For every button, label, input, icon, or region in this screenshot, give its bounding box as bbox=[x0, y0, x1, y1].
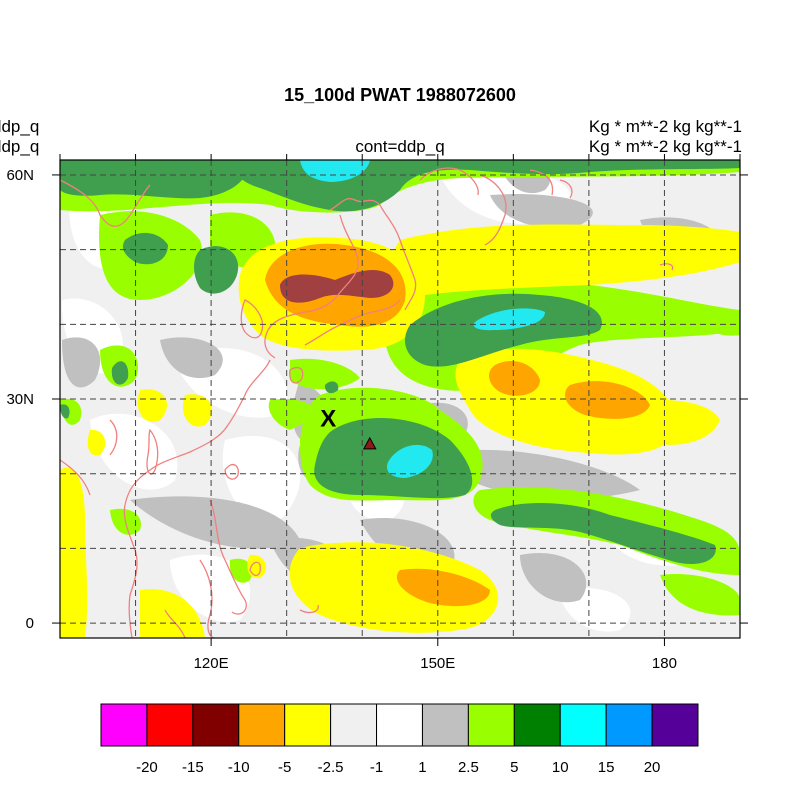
colorbar-swatch bbox=[605, 703, 653, 747]
colorbar-label: -10 bbox=[228, 759, 250, 776]
variable-label-2: ddp_q bbox=[0, 137, 40, 156]
contour-label: cont=ddp_q bbox=[355, 137, 445, 156]
colorbar-swatch bbox=[192, 703, 240, 747]
colorbar-swatch bbox=[100, 703, 148, 747]
colorbar-swatch bbox=[421, 703, 469, 747]
units-label-1: Kg * m**-2 kg kg**-1 bbox=[588, 117, 742, 136]
colorbar-swatch bbox=[146, 703, 194, 747]
lat-tick-label: 60N bbox=[6, 167, 34, 184]
colorbar-swatch bbox=[284, 703, 332, 747]
triangle-marker-icon bbox=[362, 436, 377, 450]
colorbar-swatch bbox=[559, 703, 607, 747]
lon-tick-label: 150E bbox=[420, 655, 455, 672]
colorbar-label: 2.5 bbox=[458, 759, 479, 776]
colorbar-label: 15 bbox=[598, 759, 615, 776]
colorbar-label: 20 bbox=[644, 759, 661, 776]
lat-tick-label: 30N bbox=[6, 391, 34, 408]
darkred-patch bbox=[280, 270, 394, 303]
colorbar bbox=[100, 703, 699, 747]
x-marker: X bbox=[320, 406, 336, 433]
axis-ticks bbox=[52, 154, 748, 646]
colorbar-label: -20 bbox=[136, 759, 158, 776]
units-label-2: Kg * m**-2 kg kg**-1 bbox=[588, 137, 742, 156]
colorbar-swatch bbox=[376, 703, 423, 747]
colorbar-label: 10 bbox=[552, 759, 569, 776]
lon-tick-label: 120E bbox=[194, 655, 229, 672]
colorbar-label: 1 bbox=[418, 759, 426, 776]
colorbar-label: 5 bbox=[510, 759, 518, 776]
axis-tick-labels: 120E 150E 180 0 30N 60N bbox=[6, 167, 676, 672]
grid-lines bbox=[60, 160, 740, 638]
colorbar-swatch bbox=[238, 703, 286, 747]
colorbar-label: -1 bbox=[370, 759, 383, 776]
map-markers: X bbox=[320, 406, 377, 450]
colorbar-label: -15 bbox=[182, 759, 204, 776]
lat-tick-label: 0 bbox=[26, 615, 34, 632]
orange-patches bbox=[265, 243, 650, 607]
colorbar-label: -5 bbox=[278, 759, 291, 776]
colorbar-label: -2.5 bbox=[318, 759, 344, 776]
colorbar-swatch bbox=[330, 703, 378, 747]
colorbar-labels: -20 -15 -10 -5 -2.5 -1 1 2.5 5 10 15 20 bbox=[136, 759, 660, 776]
colorbar-swatch bbox=[513, 703, 561, 747]
figure-title: 15_100d PWAT 1988072600 bbox=[284, 85, 516, 105]
variable-label-1: ddp_q bbox=[0, 117, 40, 136]
lon-tick-label: 180 bbox=[652, 655, 677, 672]
coastlines bbox=[60, 167, 674, 638]
colorbar-swatch bbox=[651, 703, 699, 747]
colorbar-swatch bbox=[467, 703, 515, 747]
